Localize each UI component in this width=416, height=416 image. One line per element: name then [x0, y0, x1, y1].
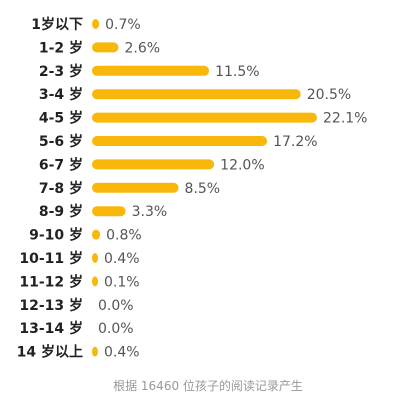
- bar: [92, 136, 268, 146]
- bar: [92, 65, 210, 76]
- category-label: 2-3 岁: [39, 63, 83, 80]
- bar: [92, 112, 317, 123]
- value-label: 0.7%: [105, 17, 141, 33]
- value-label: 11.5%: [215, 64, 259, 80]
- value-label: 8.5%: [185, 181, 221, 197]
- category-label: 4-5 岁: [39, 110, 83, 127]
- bars-layer: 1岁以下 0.7% 1-2 岁 2.6% 2-3 岁 11.5% 3-4 岁 20.5% 4-5…: [17, 16, 368, 361]
- footnote: 根据 16460 位孩子的阅读记录产生: [113, 378, 303, 393]
- category-label: 13-14 岁: [19, 320, 83, 337]
- bar: [92, 229, 101, 240]
- value-label: 0.1%: [104, 274, 140, 290]
- category-label: 7-8 岁: [39, 180, 83, 197]
- bar: [92, 159, 215, 170]
- value-label: 0.4%: [104, 251, 140, 267]
- value-label: 2.6%: [124, 40, 160, 56]
- value-label: 12.0%: [220, 157, 264, 173]
- value-label: 0.8%: [106, 228, 142, 244]
- category-label: 10-11 岁: [19, 250, 83, 267]
- value-label: 0.0%: [98, 298, 134, 314]
- bar: [92, 346, 98, 357]
- value-label: 17.2%: [273, 134, 317, 150]
- category-label: 9-10 岁: [29, 227, 83, 244]
- category-label: 12-13 岁: [19, 297, 83, 314]
- bar: [92, 253, 98, 263]
- category-label: 6-7 岁: [39, 156, 83, 173]
- bar: [92, 276, 98, 287]
- value-label: 3.3%: [132, 204, 168, 220]
- value-label: 22.1%: [323, 111, 367, 127]
- value-label: 0.4%: [104, 345, 140, 361]
- category-label: 8-9 岁: [39, 203, 83, 220]
- bar: [92, 182, 179, 193]
- category-label: 1-2 岁: [39, 39, 83, 56]
- value-label: 0.0%: [98, 321, 134, 337]
- bar: [92, 89, 301, 100]
- bar: [92, 42, 119, 53]
- category-label: 5-6 岁: [39, 133, 83, 150]
- category-label: 11-12 岁: [19, 273, 83, 290]
- category-label: 1岁以下: [31, 16, 83, 33]
- category-label: 14 岁以上: [17, 344, 83, 361]
- category-label: 3-4 岁: [39, 86, 83, 103]
- value-label: 20.5%: [307, 87, 351, 103]
- bar: [92, 19, 100, 29]
- bar: [92, 206, 126, 217]
